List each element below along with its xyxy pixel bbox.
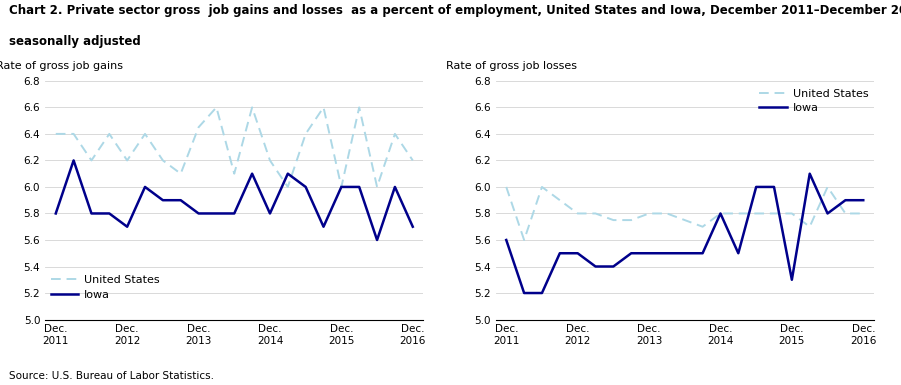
Text: Rate of gross job gains: Rate of gross job gains (0, 61, 123, 71)
Legend: United States, Iowa: United States, Iowa (50, 275, 159, 300)
Text: seasonally adjusted: seasonally adjusted (9, 35, 141, 48)
Text: Rate of gross job losses: Rate of gross job losses (446, 61, 578, 71)
Text: Chart 2. Private sector gross  job gains and losses  as a percent of employment,: Chart 2. Private sector gross job gains … (9, 4, 901, 17)
Text: Source: U.S. Bureau of Labor Statistics.: Source: U.S. Bureau of Labor Statistics. (9, 371, 214, 381)
Legend: United States, Iowa: United States, Iowa (760, 89, 869, 113)
